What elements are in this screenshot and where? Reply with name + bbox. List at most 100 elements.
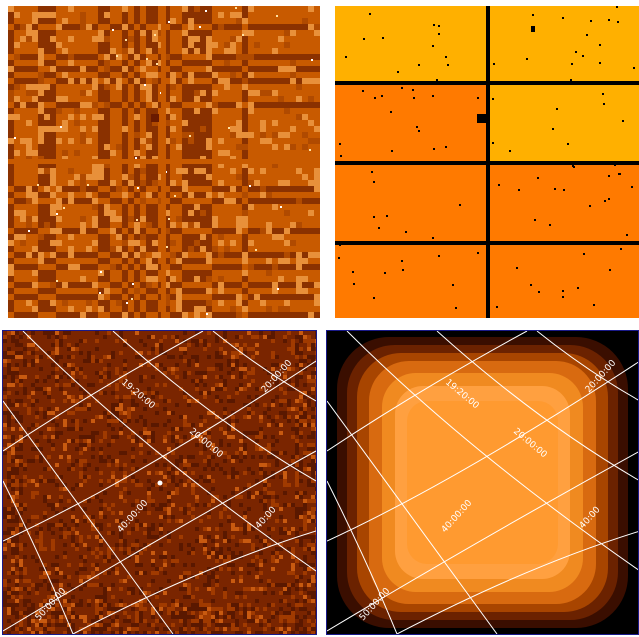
bad-pixel <box>438 25 440 27</box>
coordinate-grid-line <box>327 361 638 542</box>
coordinate-grid-line <box>72 530 316 634</box>
coordinate-grid-line <box>3 360 316 542</box>
bad-pixel <box>413 97 415 99</box>
bad-pixel <box>402 269 404 271</box>
coordinate-grid-line <box>327 451 638 632</box>
coordinate-grid-line <box>346 331 638 571</box>
bad-pixel <box>416 126 418 128</box>
bad-pixel <box>362 90 364 92</box>
bad-pixel <box>432 237 434 239</box>
bright-pixel <box>56 280 58 282</box>
bad-pixel <box>617 21 619 23</box>
bad-pixel <box>516 267 518 269</box>
bright-pixel <box>63 207 65 209</box>
coordinate-grid-line <box>3 450 316 632</box>
bad-pixel <box>509 150 511 152</box>
bad-pixel <box>622 120 624 122</box>
coordinate-grid-line <box>112 331 316 482</box>
bad-pixel <box>549 224 551 226</box>
raw-detector-panel <box>8 6 320 318</box>
bright-pixel <box>116 55 118 57</box>
bad-pixel <box>599 44 601 46</box>
bad-pixel <box>531 26 535 32</box>
bad-pixel <box>391 150 393 152</box>
bad-pixel <box>552 128 554 130</box>
bad-pixel <box>433 148 435 150</box>
bright-pixel <box>56 213 58 215</box>
bad-pixel <box>603 103 605 105</box>
bad-pixel <box>562 17 564 19</box>
bad-pixel <box>393 163 395 165</box>
bright-pixel <box>242 34 244 36</box>
bright-pixel <box>99 292 101 294</box>
bad-pixel <box>633 67 635 69</box>
raw-detector-image <box>8 6 320 318</box>
bright-pixel <box>125 39 127 41</box>
bad-pixel <box>363 38 365 40</box>
bright-pixel <box>189 135 191 137</box>
bad-pixel <box>604 200 606 202</box>
exposure-level <box>407 401 558 564</box>
coordinate-grid-line <box>536 331 638 401</box>
chip-map-panel <box>335 6 639 318</box>
bright-pixel <box>28 230 30 232</box>
bad-pixel <box>586 34 588 36</box>
bright-pixel <box>309 149 311 151</box>
bad-pixel <box>589 205 591 207</box>
bad-pixel <box>583 253 585 255</box>
bad-pixel <box>369 13 371 15</box>
bad-pixel <box>412 89 414 91</box>
chip-separator <box>486 6 490 318</box>
bad-pixel <box>438 33 440 35</box>
bad-pixel <box>557 83 559 85</box>
bad-pixel <box>486 280 488 282</box>
bad-pixel <box>556 108 558 110</box>
bad-pixel <box>432 45 434 47</box>
bad-pixel <box>401 260 403 262</box>
bad-pixel <box>567 143 569 145</box>
bad-pixel <box>492 98 494 100</box>
bad-pixel <box>518 189 520 191</box>
bad-pixel <box>374 97 376 99</box>
bright-pixel <box>206 313 208 315</box>
bad-pixel <box>487 33 489 35</box>
bright-pixel <box>131 298 133 300</box>
bad-pixel <box>571 63 573 65</box>
bad-pixel <box>353 283 355 285</box>
bad-pixel <box>534 219 536 221</box>
bad-pixel <box>562 290 564 292</box>
bad-pixel <box>445 56 447 58</box>
bad-pixel <box>418 64 420 66</box>
bright-pixel <box>126 302 128 304</box>
bright-pixel <box>136 219 138 221</box>
bad-pixel <box>483 83 485 85</box>
bad-pixel <box>438 255 440 257</box>
bad-pixel <box>477 114 486 123</box>
bright-pixel <box>112 29 114 31</box>
bright-pixel <box>14 137 16 139</box>
bad-pixel <box>590 20 592 22</box>
bad-pixel <box>631 186 633 188</box>
coordinate-grid-line <box>396 531 638 634</box>
bright-pixel <box>199 26 201 28</box>
bad-pixel <box>477 97 479 99</box>
coordinate-grid-line <box>3 331 204 452</box>
bad-pixel <box>599 62 601 64</box>
bad-pixel <box>381 95 383 97</box>
bad-pixel <box>563 189 565 191</box>
bad-pixel <box>496 306 498 308</box>
bad-pixel <box>616 6 618 8</box>
bad-pixel <box>582 55 584 57</box>
bad-pixel <box>371 171 373 173</box>
bad-pixel <box>339 143 341 145</box>
bright-pixel <box>255 249 257 251</box>
bright-pixel <box>87 184 89 186</box>
bad-pixel <box>575 51 577 53</box>
bad-pixel <box>384 272 386 274</box>
bright-pixel <box>168 218 170 220</box>
bad-pixel <box>445 146 447 148</box>
bad-pixel <box>373 181 375 183</box>
bright-pixel <box>146 58 148 60</box>
bright-pixel <box>135 157 137 159</box>
bad-pixel <box>562 296 564 298</box>
